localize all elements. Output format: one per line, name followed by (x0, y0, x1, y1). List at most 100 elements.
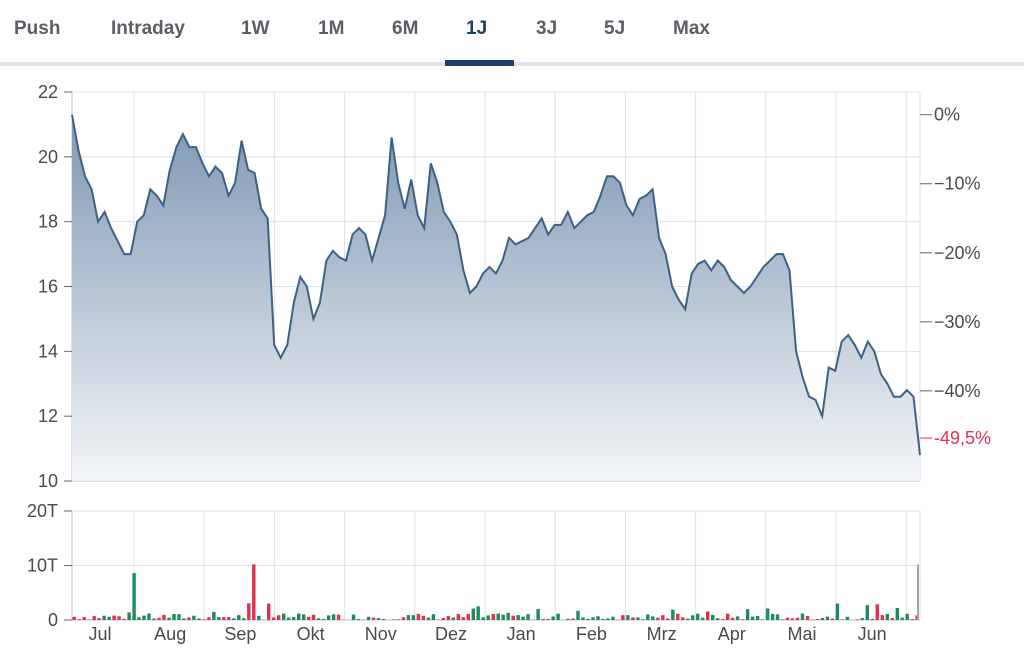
volume-bar (486, 615, 490, 620)
volume-bar (711, 614, 715, 620)
volume-bar (132, 573, 136, 620)
volume-bar (800, 613, 805, 620)
volume-bar (277, 615, 281, 620)
y-tick-label: 12 (38, 406, 58, 426)
volume-bar (726, 613, 730, 620)
volume-bar (795, 617, 800, 620)
volume-bar (651, 616, 655, 620)
volume-bar (900, 617, 904, 620)
month-label: Aug (154, 624, 186, 644)
month-label: Feb (576, 624, 607, 644)
volume-bar (855, 619, 860, 620)
tab-3j[interactable]: 3J (536, 18, 558, 39)
volume-bar (107, 616, 111, 620)
volume-bar (356, 619, 361, 620)
volume-bar (706, 611, 710, 620)
volume-bar (167, 617, 171, 620)
volume-bar (815, 619, 820, 620)
volume-bar (481, 617, 485, 620)
volume-tick-label: 20T (27, 501, 58, 521)
volume-bar (376, 618, 381, 620)
volume-bar (820, 618, 825, 620)
volume-bar (696, 613, 700, 620)
month-x-axis: Jul Aug Sep Okt Nov Dez Jan Feb Mrz Apr Mai Jun (88, 624, 886, 644)
volume-bar (870, 618, 874, 620)
volume-bar (157, 617, 161, 620)
month-label: Nov (365, 624, 397, 644)
tab-push[interactable]: Push (14, 18, 61, 39)
volume-y-axis: 20T 10T 0 (27, 501, 72, 630)
volume-bar (97, 618, 101, 620)
volume-bar (556, 613, 560, 620)
volume-bar (127, 612, 131, 620)
tab-1j[interactable]: 1J (466, 18, 488, 39)
volume-bar (656, 617, 660, 620)
volume-bar (631, 617, 635, 620)
volume-bar (197, 618, 201, 620)
volume-bar (566, 618, 570, 620)
y-tick-label: 18 (38, 212, 58, 232)
volume-bar-current (917, 564, 919, 620)
volume-bar (351, 614, 356, 620)
tab-6m[interactable]: 6M (392, 18, 419, 39)
volume-bar (142, 615, 146, 620)
volume-tick-label: 10T (27, 556, 58, 576)
volume-bar (910, 619, 914, 620)
volume-bar (755, 616, 760, 620)
volume-bar (691, 615, 695, 620)
volume-bar (541, 619, 545, 620)
volume-bar (137, 617, 141, 620)
volume-bar (311, 614, 316, 620)
volume-bar (546, 618, 550, 620)
volume-bar (321, 619, 326, 620)
volume-bar (591, 617, 595, 620)
volume-bar (865, 605, 869, 620)
volume-bar (750, 616, 755, 620)
volume-bar (446, 616, 450, 620)
volume-tick-label: 0 (48, 610, 58, 630)
volume-bar (172, 613, 176, 620)
volume-bar (790, 618, 795, 620)
volume-bar (267, 603, 271, 620)
volume-bar (282, 613, 286, 620)
volume-bar (381, 619, 386, 620)
volume-bar (501, 614, 505, 620)
volume-bar (626, 615, 630, 620)
volume-bar (760, 619, 765, 620)
volume-bar (461, 617, 465, 620)
price-y-axis: 22 20 18 16 14 12 10 (38, 82, 72, 491)
volume-bar (611, 616, 615, 620)
volume-bar (516, 615, 520, 620)
month-label: Dez (435, 624, 467, 644)
month-label: Jan (507, 624, 536, 644)
price-area (72, 114, 920, 481)
tab-intraday[interactable]: Intraday (111, 18, 185, 39)
volume-bar (895, 608, 899, 620)
volume-bar (431, 614, 436, 620)
volume-bar (875, 604, 879, 620)
month-label: Sep (224, 624, 256, 644)
volume-bar (207, 617, 211, 620)
tab-max[interactable]: Max (673, 18, 710, 39)
volume-bar (87, 619, 91, 620)
volume-bar (686, 618, 690, 620)
volume-bar (511, 615, 515, 620)
volume-bar (287, 617, 291, 620)
tab-1m[interactable]: 1M (318, 18, 345, 39)
percent-axis: 0% −10% −20% −30% −40% -49,5% (920, 105, 991, 448)
volume-bar (162, 614, 166, 620)
y-tick-label: 22 (38, 82, 58, 102)
tab-1w[interactable]: 1W (241, 18, 270, 39)
volume-bar (411, 615, 416, 620)
volume-bar (396, 619, 401, 620)
volume-bar (237, 615, 241, 620)
volume-bar (845, 616, 850, 620)
volume-bar (780, 619, 785, 620)
volume-bar (441, 618, 445, 620)
price-line (71, 114, 921, 456)
pct-tick-label: −40% (934, 381, 981, 401)
tab-5j[interactable]: 5J (604, 18, 626, 39)
volume-bar (671, 609, 675, 620)
volume-bar (306, 616, 311, 620)
volume-bar (885, 614, 889, 620)
